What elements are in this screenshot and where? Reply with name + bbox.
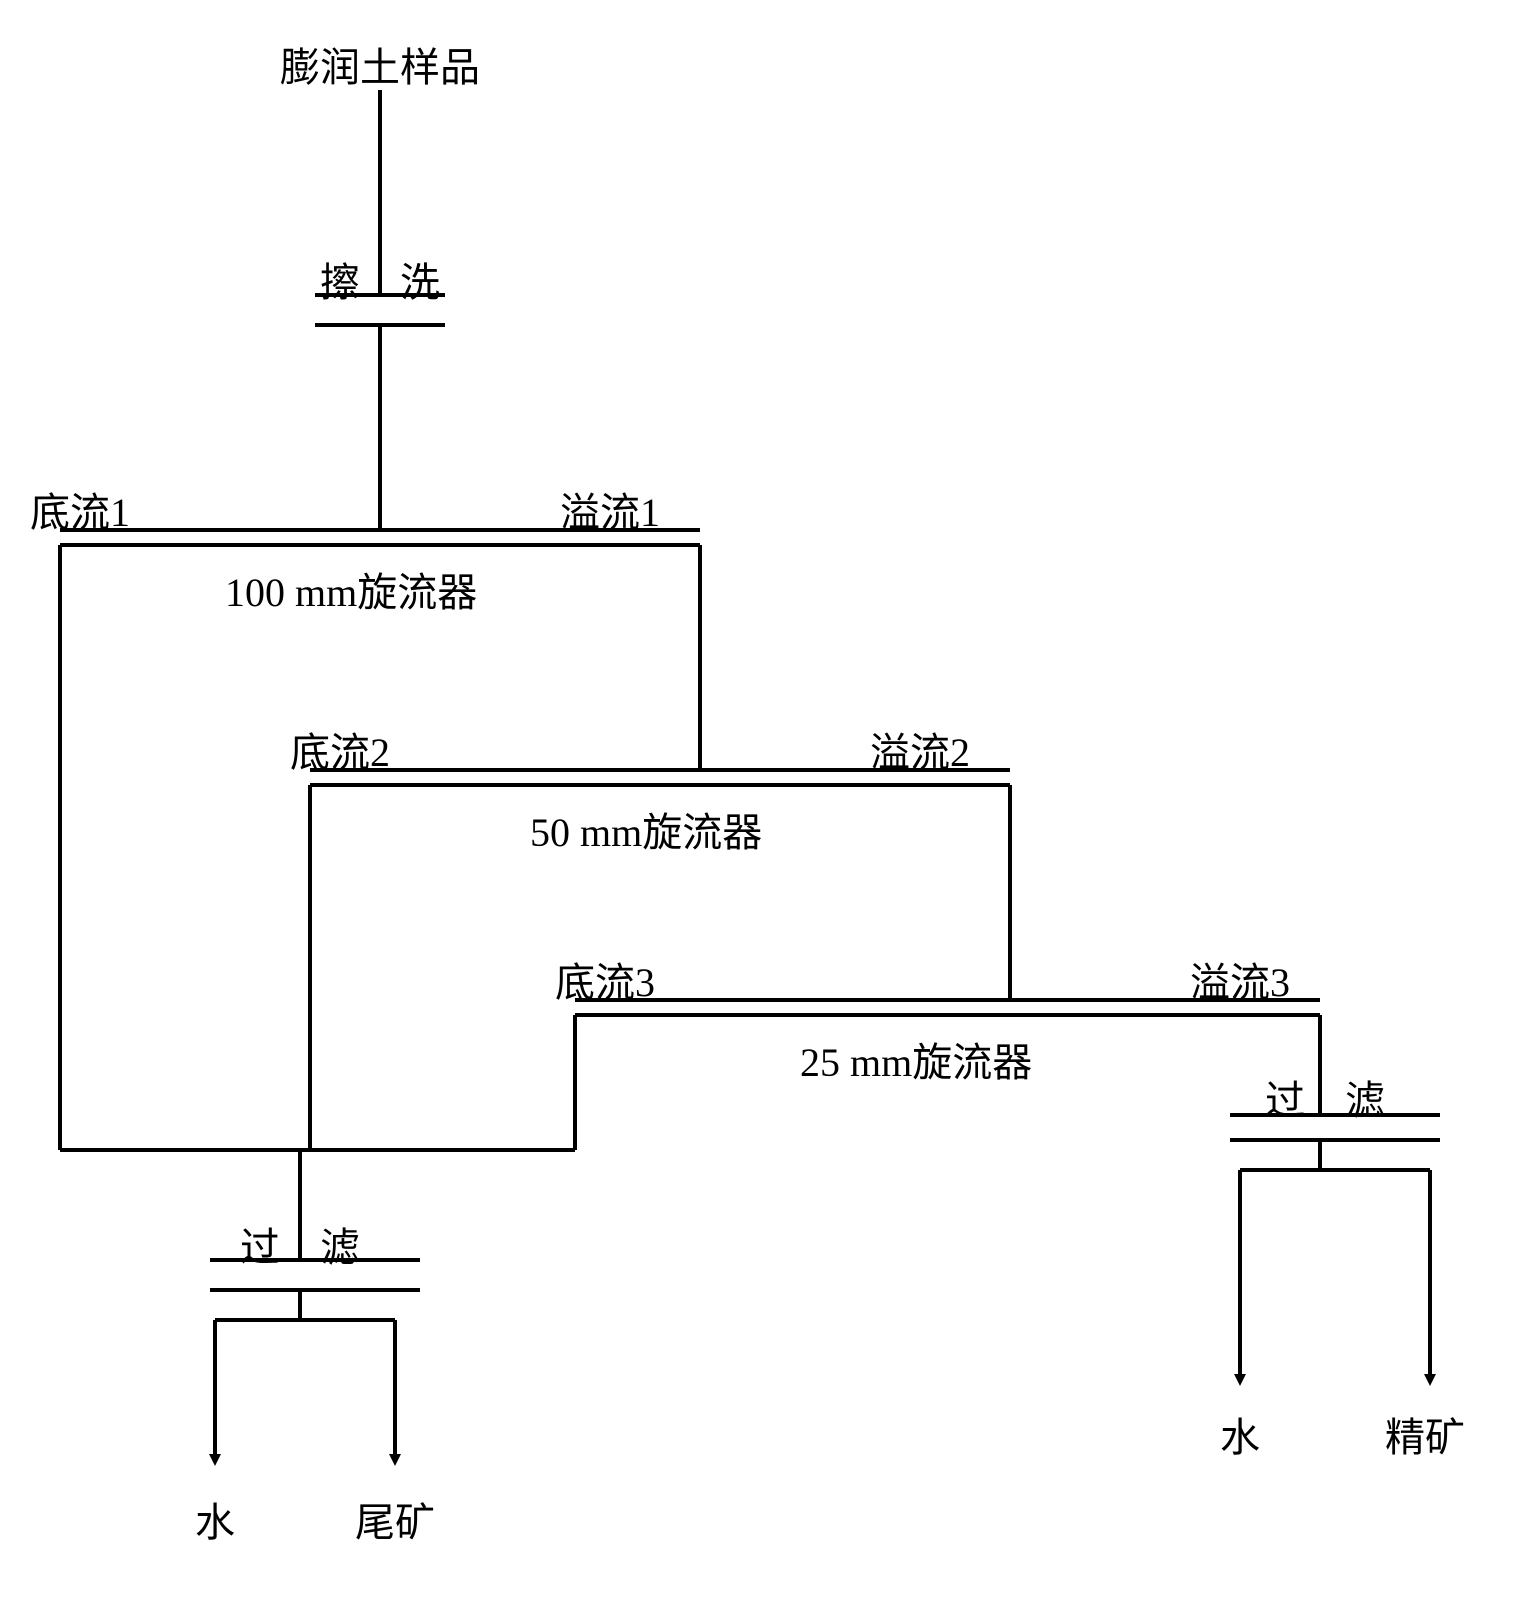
flowchart-svg <box>0 0 1530 1598</box>
label-underflow1: 底流1 <box>30 480 130 538</box>
label-cyclone50: 50 mm旋流器 <box>530 800 762 858</box>
label-filter-conc: 过 滤 <box>1265 1068 1385 1126</box>
label-underflow3: 底流3 <box>555 950 655 1008</box>
label-concentrate: 精矿 <box>1385 1405 1465 1463</box>
label-water-tail: 水 <box>195 1490 235 1548</box>
label-cyclone25: 25 mm旋流器 <box>800 1030 1032 1088</box>
label-overflow2: 溢流2 <box>870 720 970 778</box>
label-overflow3: 溢流3 <box>1190 950 1290 1008</box>
label-overflow1: 溢流1 <box>560 480 660 538</box>
label-tailings: 尾矿 <box>355 1490 435 1548</box>
label-water-conc: 水 <box>1220 1405 1260 1463</box>
label-sample: 膨润土样品 <box>280 35 480 93</box>
label-cyclone100: 100 mm旋流器 <box>225 560 477 618</box>
label-scrub: 擦 洗 <box>320 250 440 308</box>
label-underflow2: 底流2 <box>290 720 390 778</box>
label-filter-tail: 过 滤 <box>240 1215 360 1273</box>
